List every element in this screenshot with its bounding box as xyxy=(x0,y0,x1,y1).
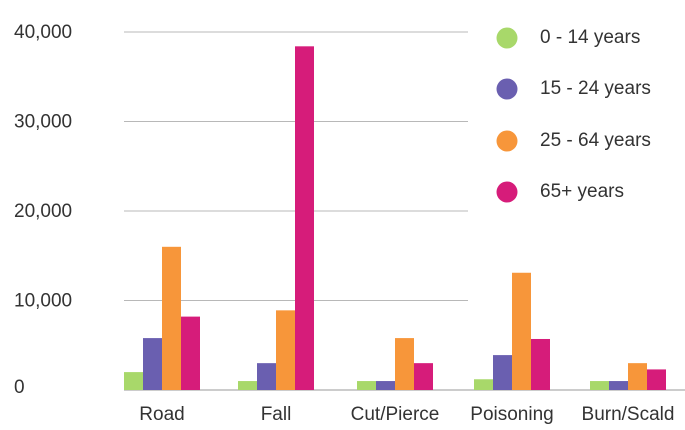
legend-swatch xyxy=(496,130,518,152)
legend-swatch xyxy=(496,78,518,100)
legend-swatch xyxy=(496,27,518,49)
bar xyxy=(474,379,493,390)
legend: 0 - 14 years 15 - 24 years 25 - 64 years 65… xyxy=(496,27,651,203)
bars xyxy=(124,46,666,390)
bar xyxy=(376,381,395,390)
y-axis: 0 10,000 20,000 30,000 40,000 xyxy=(14,22,72,398)
bar xyxy=(162,246,181,390)
x-axis: Road Fall Cut/Pierce Poisoning Burn/Scald xyxy=(139,404,674,425)
bar xyxy=(295,46,314,390)
bar xyxy=(647,369,666,390)
x-tick-label: Cut/Pierce xyxy=(351,404,440,425)
bar xyxy=(124,372,143,390)
y-tick-label: 10,000 xyxy=(14,291,72,312)
bar xyxy=(531,338,550,390)
y-tick-label: 40,000 xyxy=(14,22,72,43)
bar xyxy=(143,338,162,390)
x-tick-label: Burn/Scald xyxy=(582,404,675,425)
bar xyxy=(609,381,628,390)
bar xyxy=(238,381,257,390)
bar xyxy=(628,363,647,390)
legend-label: 25 - 64 years xyxy=(540,130,651,151)
bar xyxy=(493,355,512,390)
legend-label: 0 - 14 years xyxy=(540,27,640,48)
bar xyxy=(276,310,295,390)
bar xyxy=(414,363,433,390)
x-tick-label: Fall xyxy=(261,404,292,425)
y-tick-label: 0 xyxy=(14,377,25,398)
bar xyxy=(257,363,276,390)
y-tick-label: 20,000 xyxy=(14,201,72,222)
x-tick-label: Poisoning xyxy=(470,404,553,425)
bar xyxy=(590,381,609,390)
bar xyxy=(512,272,531,390)
legend-swatch xyxy=(496,181,518,203)
y-tick-label: 30,000 xyxy=(14,112,72,133)
bar xyxy=(357,381,376,390)
legend-label: 65+ years xyxy=(540,181,624,202)
legend-label: 15 - 24 years xyxy=(540,78,651,99)
bar xyxy=(181,316,200,390)
bar xyxy=(395,338,414,390)
x-tick-label: Road xyxy=(139,404,184,425)
